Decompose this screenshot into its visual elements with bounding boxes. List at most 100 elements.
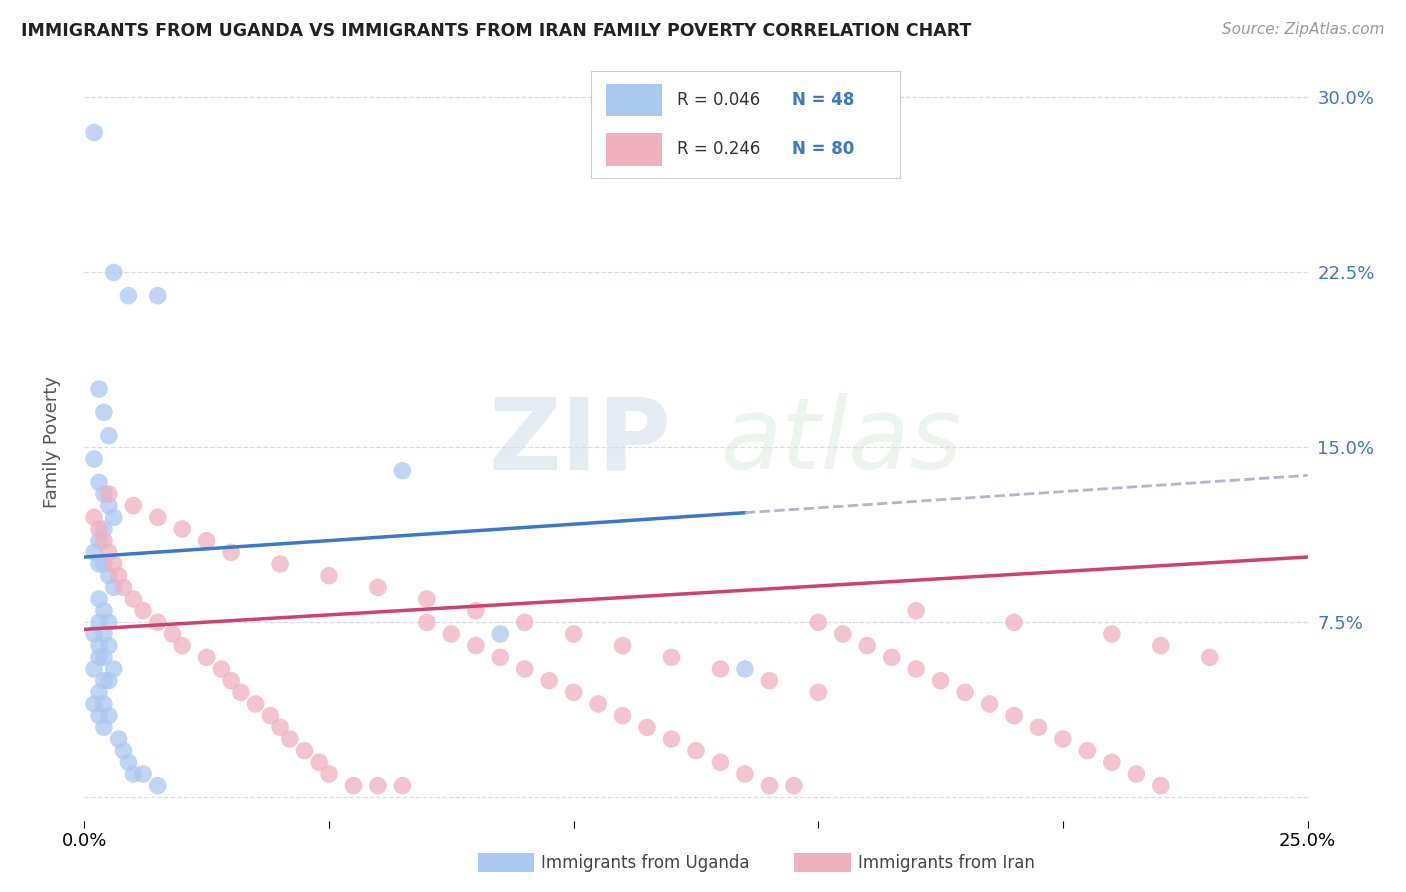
Immigrants from Iran	[219, 673, 242, 688]
Text: N = 80: N = 80	[792, 141, 853, 159]
Immigrants from Iran	[93, 533, 115, 548]
Text: atlas: atlas	[720, 393, 962, 490]
Immigrants from Iran	[905, 662, 928, 676]
Immigrants from Iran	[245, 697, 267, 711]
Immigrants from Uganda	[87, 533, 110, 548]
Immigrants from Uganda	[83, 545, 105, 559]
Immigrants from Uganda	[93, 405, 115, 419]
Immigrants from Iran	[1028, 720, 1050, 734]
Immigrants from Iran	[107, 568, 129, 582]
Immigrants from Uganda	[87, 475, 110, 490]
Immigrants from Uganda	[97, 708, 120, 723]
Immigrants from Iran	[1052, 731, 1074, 746]
Immigrants from Iran	[367, 580, 389, 594]
Immigrants from Iran	[209, 662, 232, 676]
Immigrants from Iran	[953, 685, 976, 699]
Immigrants from Iran	[661, 731, 683, 746]
Immigrants from Uganda	[83, 662, 105, 676]
Immigrants from Uganda	[93, 557, 115, 571]
Immigrants from Iran	[122, 499, 145, 513]
Immigrants from Iran	[880, 650, 903, 665]
Immigrants from Iran	[612, 639, 634, 653]
Immigrants from Uganda	[87, 708, 110, 723]
Immigrants from Iran	[318, 767, 340, 781]
Immigrants from Iran	[83, 510, 105, 524]
Immigrants from Uganda	[97, 673, 120, 688]
Text: Immigrants from Iran: Immigrants from Iran	[858, 854, 1035, 871]
Immigrants from Iran	[661, 650, 683, 665]
Immigrants from Iran	[162, 627, 184, 641]
Immigrants from Iran	[195, 650, 218, 665]
Immigrants from Iran	[269, 720, 291, 734]
Immigrants from Iran	[259, 708, 281, 723]
Text: IMMIGRANTS FROM UGANDA VS IMMIGRANTS FROM IRAN FAMILY POVERTY CORRELATION CHART: IMMIGRANTS FROM UGANDA VS IMMIGRANTS FRO…	[21, 22, 972, 40]
Immigrants from Iran	[122, 592, 145, 607]
Immigrants from Iran	[219, 545, 242, 559]
Immigrants from Uganda	[83, 627, 105, 641]
Bar	[606, 84, 662, 116]
Immigrants from Uganda	[93, 522, 115, 536]
Immigrants from Iran	[172, 639, 194, 653]
Immigrants from Uganda	[87, 639, 110, 653]
Immigrants from Uganda	[93, 627, 115, 641]
Immigrants from Uganda	[107, 731, 129, 746]
Immigrants from Iran	[195, 533, 218, 548]
Immigrants from Uganda	[103, 662, 125, 676]
Immigrants from Iran	[1150, 639, 1173, 653]
Immigrants from Iran	[132, 604, 155, 618]
Immigrants from Iran	[367, 779, 389, 793]
Immigrants from Iran	[97, 545, 120, 559]
Immigrants from Iran	[278, 731, 301, 746]
Immigrants from Uganda	[97, 428, 120, 442]
Immigrants from Uganda	[83, 697, 105, 711]
Immigrants from Uganda	[146, 289, 169, 303]
Text: R = 0.046: R = 0.046	[678, 91, 761, 109]
Immigrants from Uganda	[97, 615, 120, 630]
Immigrants from Iran	[1150, 779, 1173, 793]
Immigrants from Iran	[97, 487, 120, 501]
Immigrants from Uganda	[83, 452, 105, 467]
Text: R = 0.246: R = 0.246	[678, 141, 761, 159]
Immigrants from Uganda	[87, 685, 110, 699]
Immigrants from Iran	[1125, 767, 1147, 781]
Immigrants from Iran	[1076, 744, 1098, 758]
Immigrants from Iran	[562, 685, 585, 699]
Immigrants from Iran	[513, 615, 536, 630]
Immigrants from Iran	[416, 592, 439, 607]
Immigrants from Iran	[513, 662, 536, 676]
Immigrants from Uganda	[97, 499, 120, 513]
Immigrants from Iran	[709, 662, 731, 676]
Immigrants from Iran	[1101, 756, 1123, 770]
Immigrants from Iran	[103, 557, 125, 571]
Immigrants from Uganda	[87, 382, 110, 396]
Text: Immigrants from Uganda: Immigrants from Uganda	[541, 854, 749, 871]
Immigrants from Iran	[342, 779, 364, 793]
Immigrants from Iran	[464, 604, 486, 618]
Immigrants from Iran	[1198, 650, 1220, 665]
Immigrants from Iran	[391, 779, 413, 793]
Text: N = 48: N = 48	[792, 91, 853, 109]
Immigrants from Iran	[807, 685, 830, 699]
Immigrants from Iran	[929, 673, 952, 688]
Immigrants from Uganda	[93, 720, 115, 734]
Immigrants from Uganda	[87, 557, 110, 571]
Text: Source: ZipAtlas.com: Source: ZipAtlas.com	[1222, 22, 1385, 37]
Immigrants from Uganda	[146, 779, 169, 793]
Immigrants from Iran	[562, 627, 585, 641]
Immigrants from Iran	[1101, 627, 1123, 641]
Immigrants from Iran	[758, 779, 780, 793]
Immigrants from Iran	[489, 650, 512, 665]
Immigrants from Iran	[856, 639, 879, 653]
Immigrants from Iran	[538, 673, 561, 688]
Y-axis label: Family Poverty: Family Poverty	[44, 376, 62, 508]
Immigrants from Iran	[146, 615, 169, 630]
Immigrants from Iran	[416, 615, 439, 630]
Immigrants from Iran	[709, 756, 731, 770]
Immigrants from Iran	[1002, 615, 1025, 630]
Immigrants from Iran	[612, 708, 634, 723]
Immigrants from Uganda	[87, 650, 110, 665]
Immigrants from Iran	[440, 627, 463, 641]
Immigrants from Uganda	[117, 756, 139, 770]
Immigrants from Iran	[308, 756, 330, 770]
Immigrants from Iran	[586, 697, 609, 711]
